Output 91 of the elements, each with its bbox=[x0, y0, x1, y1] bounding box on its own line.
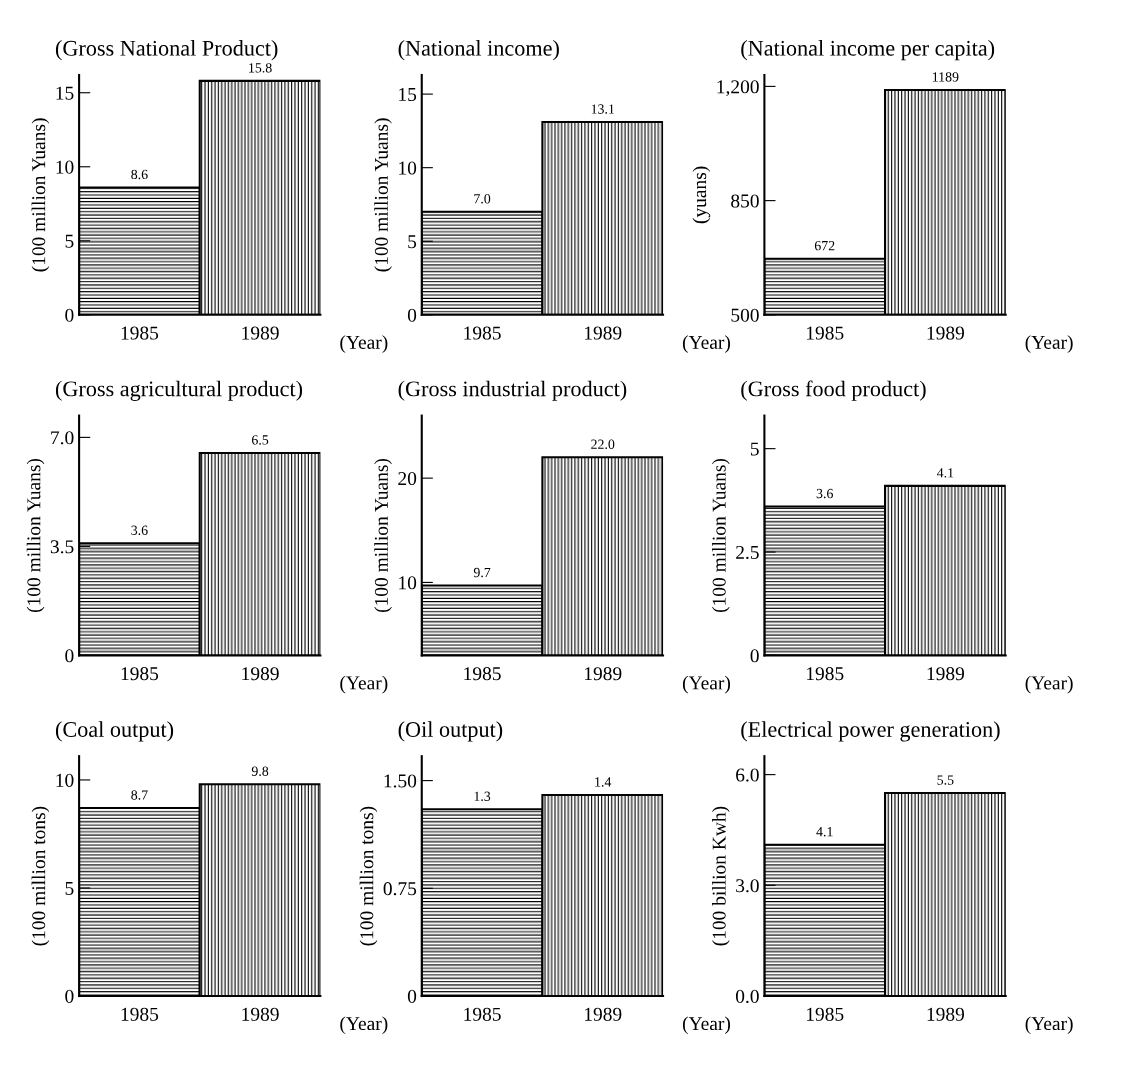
data-label: 672 bbox=[814, 240, 835, 251]
x-tick-label: 1989 bbox=[927, 326, 965, 340]
y-tick-label: 0.0 bbox=[735, 989, 759, 1004]
x-axis-title: (Year) bbox=[340, 1016, 388, 1035]
x-tick-label: 1985 bbox=[121, 1007, 159, 1021]
y-tick-label: 3.5 bbox=[50, 540, 74, 554]
y-tick-label: 6.0 bbox=[736, 768, 759, 782]
y-tick-label: 1,200 bbox=[717, 80, 759, 97]
chart-title: (National income) bbox=[398, 40, 559, 61]
x-tick-label: 1989 bbox=[242, 326, 279, 340]
data-label: 4.1 bbox=[936, 468, 954, 478]
x-tick-label: 1989 bbox=[584, 326, 622, 340]
y-tick-label: 1.50 bbox=[384, 774, 417, 788]
x-tick-label: 1989 bbox=[584, 667, 622, 681]
y-tick-label: 0 bbox=[65, 649, 74, 663]
y-tick-label: 2.5 bbox=[736, 545, 759, 560]
data-label: 1189 bbox=[932, 72, 959, 82]
y-axis-title: (100 million Yuans) bbox=[374, 118, 392, 272]
y-tick-label: 15 bbox=[56, 86, 74, 100]
x-axis-title: (Year) bbox=[682, 675, 731, 694]
x-tick-label: 1989 bbox=[927, 1007, 965, 1021]
x-tick-label: 1989 bbox=[927, 667, 965, 681]
data-label: 1.3 bbox=[474, 791, 491, 801]
y-axis-title: (100 billion Kwh) bbox=[712, 806, 730, 946]
y-axis-title: (100 million Yuans) bbox=[374, 458, 392, 613]
data-label: 3.6 bbox=[131, 525, 148, 535]
data-label: 5.5 bbox=[937, 775, 954, 785]
data-label: 1.4 bbox=[595, 777, 612, 787]
chart-title: (Electrical power generation) bbox=[741, 721, 1000, 742]
chart-title: (Coal output) bbox=[55, 721, 174, 742]
y-tick-label: 3.0 bbox=[736, 879, 759, 893]
x-tick-label: 1985 bbox=[464, 667, 501, 681]
data-label: 9.7 bbox=[473, 567, 491, 578]
chart-title: (Oil output) bbox=[398, 721, 503, 742]
x-axis-title: (Year) bbox=[682, 335, 731, 353]
data-label: 6.5 bbox=[251, 435, 269, 445]
y-tick-label: 5 bbox=[65, 882, 74, 895]
x-axis-title: (Year) bbox=[1025, 1016, 1073, 1035]
chart-title: (Gross food product) bbox=[741, 380, 926, 401]
x-tick-label: 1985 bbox=[464, 326, 501, 340]
y-axis-title: (100 million tons) bbox=[359, 806, 378, 946]
y-tick-label: 0 bbox=[65, 989, 74, 1003]
y-tick-label: 0 bbox=[407, 989, 417, 1003]
y-tick-label: 10 bbox=[399, 576, 417, 590]
x-tick-label: 1985 bbox=[806, 326, 844, 340]
x-axis-title: (Year) bbox=[340, 335, 388, 353]
chart-title: (National income per capita) bbox=[741, 40, 995, 61]
x-axis-title: (Year) bbox=[1025, 675, 1073, 694]
x-tick-label: 1989 bbox=[242, 1007, 279, 1021]
x-axis-title: (Year) bbox=[682, 1016, 731, 1035]
y-tick-label: 15 bbox=[399, 88, 417, 102]
y-tick-label: 7.0 bbox=[51, 431, 74, 445]
y-tick-label: 5 bbox=[408, 235, 417, 249]
y-tick-label: 5 bbox=[65, 234, 74, 248]
y-axis-title: (100 million tons) bbox=[31, 806, 50, 946]
y-tick-label: 0 bbox=[65, 308, 74, 322]
data-label: 13.1 bbox=[591, 104, 615, 114]
y-axis-title: (100 million Yuans) bbox=[31, 118, 50, 272]
y-tick-label: 850 bbox=[731, 194, 759, 208]
x-axis-title: (Year) bbox=[340, 675, 388, 694]
x-tick-label: 1985 bbox=[806, 1007, 844, 1021]
y-tick-label: 0 bbox=[750, 649, 759, 663]
data-label: 7.0 bbox=[474, 194, 491, 204]
y-tick-label: 0 bbox=[407, 308, 417, 322]
y-axis-title: (100 million Yuans) bbox=[26, 458, 45, 613]
y-axis-title: (yuans) bbox=[692, 166, 711, 224]
data-label: 9.8 bbox=[251, 766, 269, 776]
x-tick-label: 1985 bbox=[464, 1007, 501, 1021]
x-tick-label: 1985 bbox=[806, 667, 844, 681]
chart-title: (Gross National Product) bbox=[55, 40, 278, 61]
y-tick-label: 10 bbox=[399, 161, 417, 175]
x-tick-label: 1989 bbox=[584, 1007, 622, 1021]
chart-title: (Gross agricultural product) bbox=[55, 380, 303, 401]
data-label: 22.0 bbox=[591, 439, 615, 449]
y-axis-title: (100 million Yuans) bbox=[712, 458, 730, 613]
y-tick-label: 20 bbox=[398, 471, 417, 486]
x-tick-label: 1985 bbox=[121, 326, 159, 340]
y-tick-label: 0.75 bbox=[383, 882, 417, 896]
y-tick-label: 10 bbox=[56, 160, 74, 174]
x-tick-label: 1989 bbox=[242, 667, 279, 681]
data-label: 8.6 bbox=[131, 169, 148, 180]
data-label: 8.7 bbox=[131, 790, 148, 800]
x-tick-label: 1985 bbox=[121, 667, 159, 681]
data-label: 3.6 bbox=[816, 488, 833, 499]
y-tick-label: 5 bbox=[750, 442, 759, 456]
y-tick-label: 500 bbox=[731, 308, 759, 322]
y-tick-label: 10 bbox=[56, 773, 74, 787]
data-label: 4.1 bbox=[816, 827, 833, 837]
x-axis-title: (Year) bbox=[1025, 335, 1073, 353]
chart-title: (Gross industrial product) bbox=[398, 380, 627, 401]
data-label: 15.8 bbox=[249, 63, 272, 73]
